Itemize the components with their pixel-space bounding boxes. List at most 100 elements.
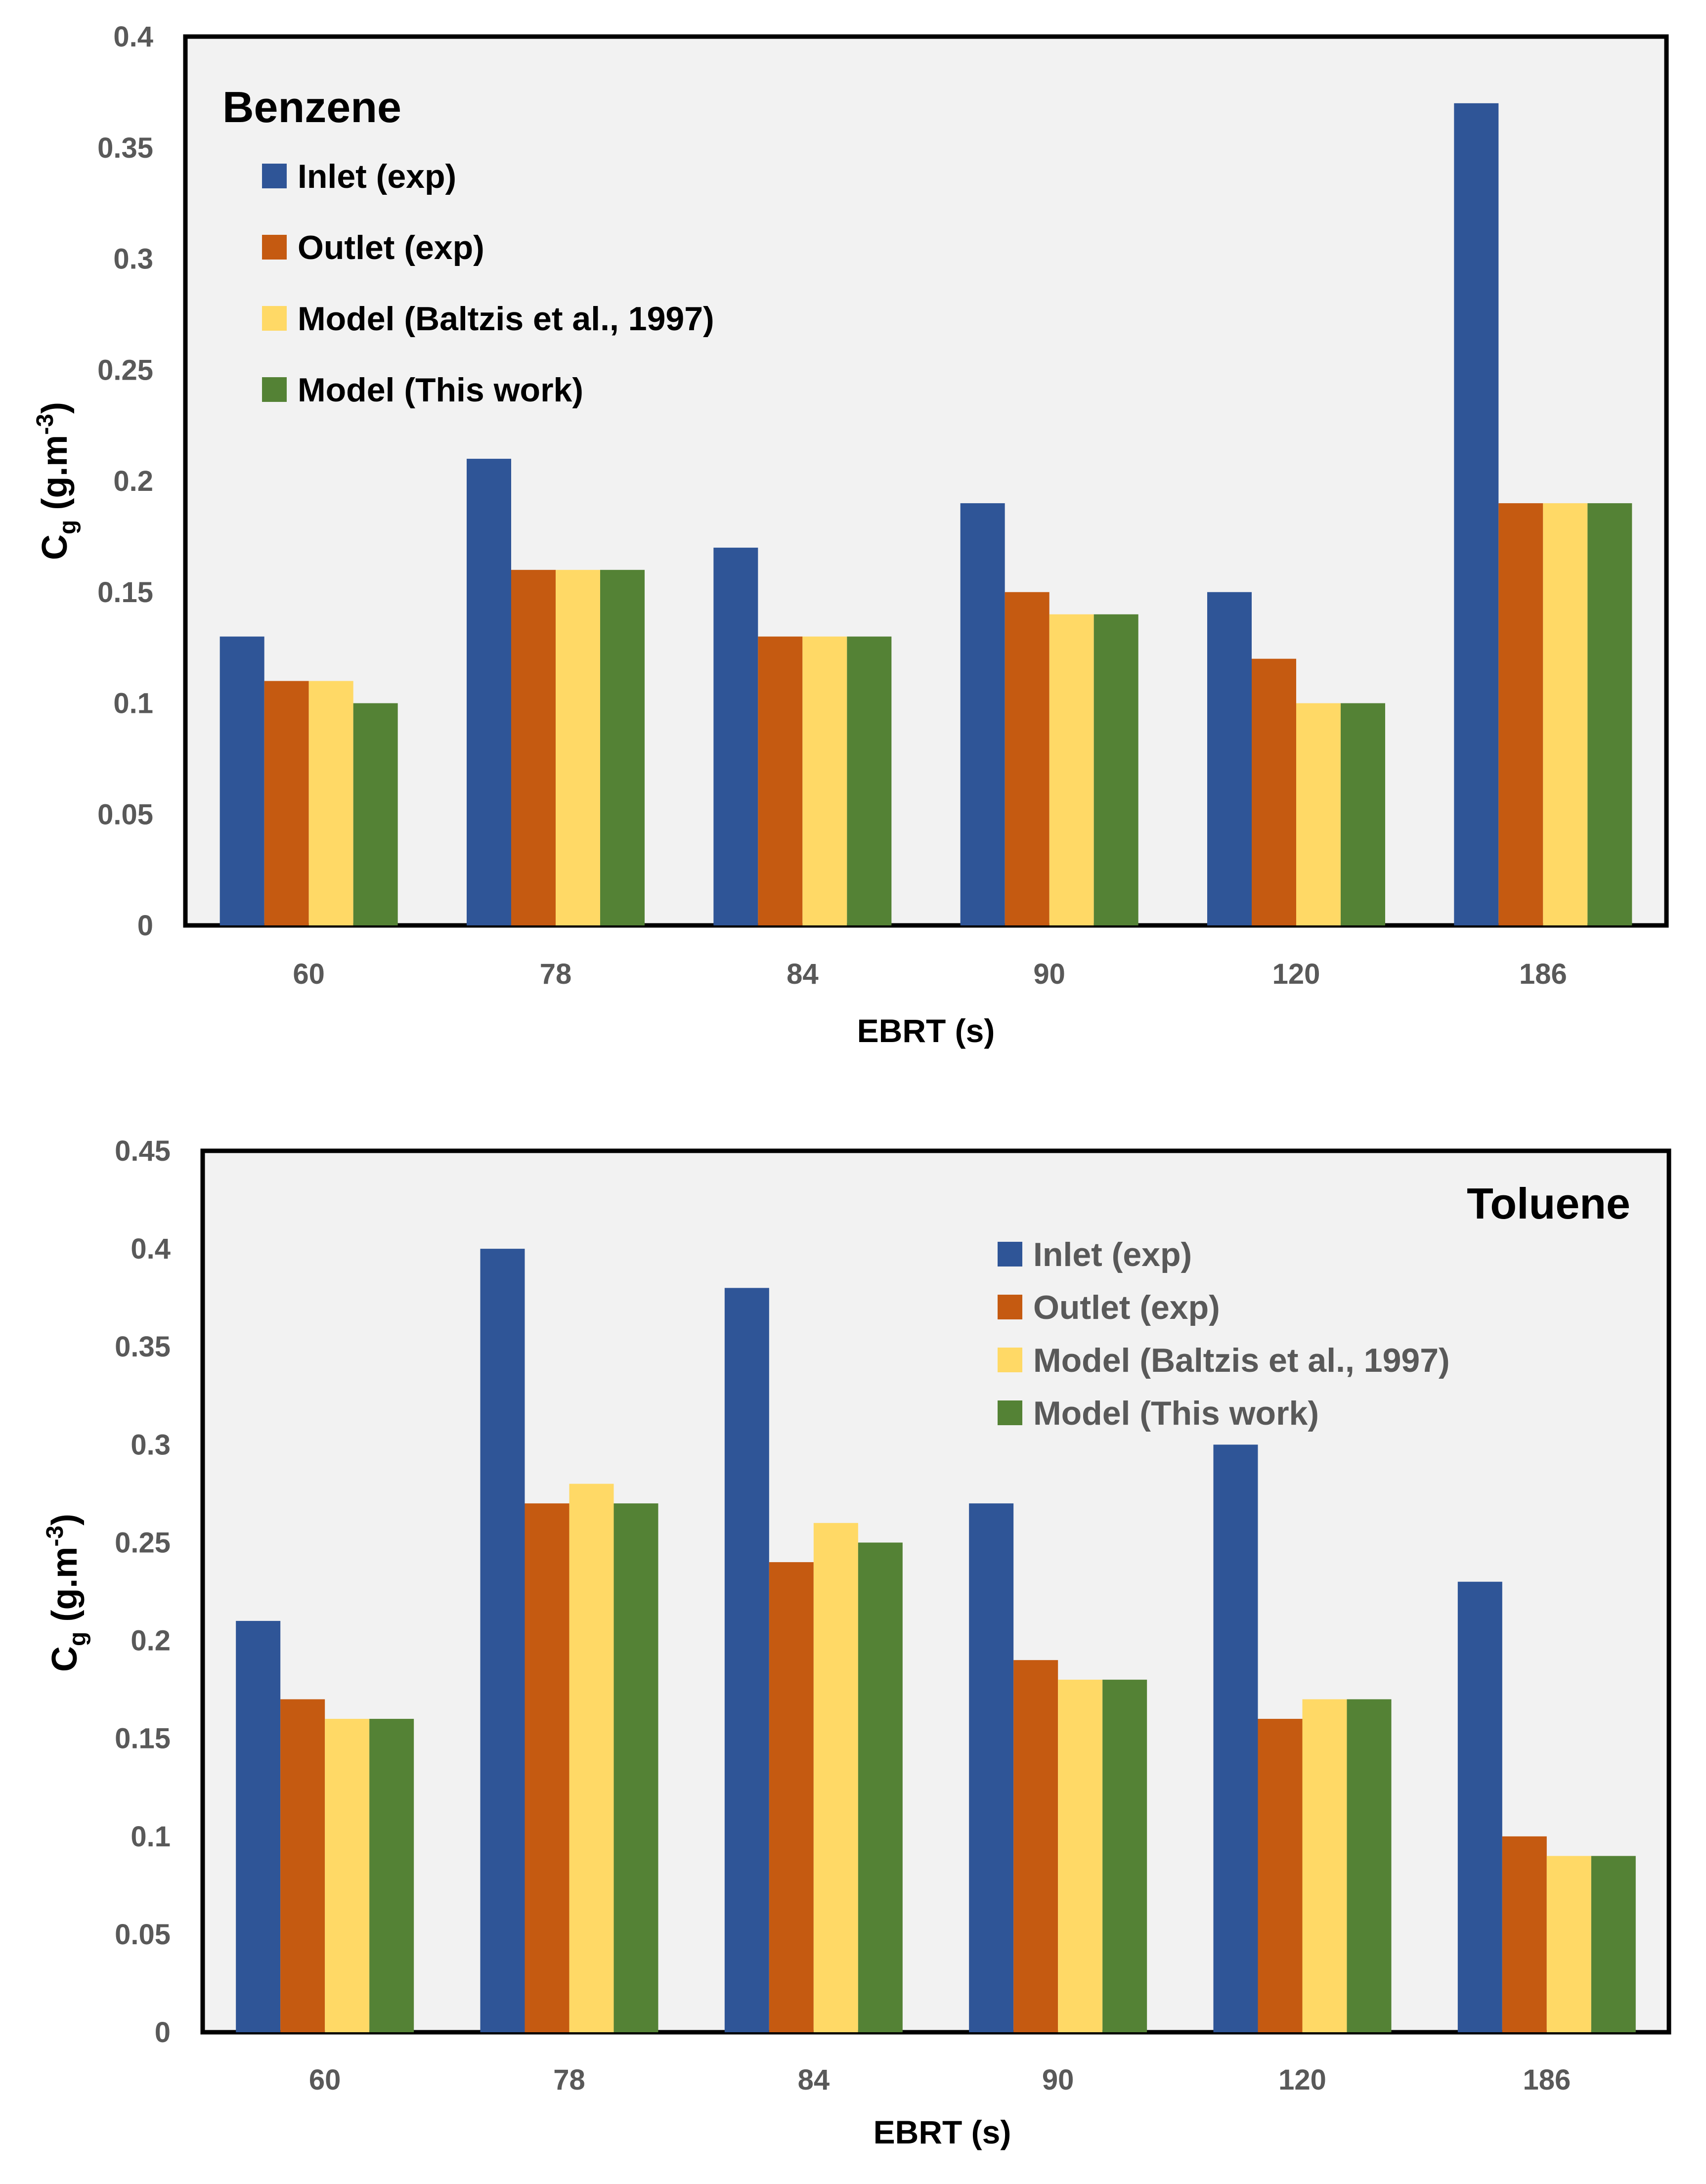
- toluene-y-tick-label: 0.35: [115, 1331, 171, 1363]
- toluene-bar-78-series-1: [480, 1249, 525, 2032]
- toluene-x-ticks: 60 78 84 90 120 186: [309, 2064, 1571, 2096]
- toluene-bar-60-series-3: [325, 1719, 370, 2032]
- toluene-legend-label: Outlet (exp): [1033, 1289, 1220, 1326]
- benzene-x-tick-label: 84: [787, 958, 819, 990]
- benzene-y-axis-title-close: ): [35, 402, 75, 414]
- toluene-legend-swatch: [998, 1242, 1022, 1267]
- benzene-plot-area: [183, 34, 1669, 928]
- benzene-x-tick-label: 120: [1272, 958, 1320, 990]
- toluene-bar-90-series-3: [1058, 1679, 1103, 2032]
- benzene-y-ticks: 0 0.05 0.1 0.15 0.2 0.25 0.3 0.35 0.4: [97, 21, 153, 942]
- benzene-legend: Inlet (exp) Outlet (exp) Model (Baltzis et…: [262, 158, 714, 409]
- toluene-bar-60-series-2: [280, 1699, 325, 2032]
- benzene-y-axis-title-main: C: [35, 534, 75, 560]
- benzene-bar-186-series-1: [1454, 103, 1499, 926]
- toluene-bar-186-series-3: [1546, 1856, 1591, 2032]
- toluene-y-tick-label: 0.2: [131, 1625, 171, 1657]
- benzene-legend-swatch: [262, 306, 287, 331]
- benzene-bar-90-series-1: [960, 503, 1005, 925]
- benzene-bar-60-series-4: [353, 703, 398, 925]
- toluene-legend: Inlet (exp) Outlet (exp) Model (Baltzis et…: [998, 1236, 1450, 1432]
- toluene-y-axis-title-unit: (g.m: [45, 1547, 85, 1622]
- toluene-legend-swatch: [998, 1348, 1022, 1372]
- toluene-x-axis-title: EBRT (s): [874, 2114, 1011, 2150]
- benzene-y-axis-title: Cg (g.m-3): [32, 402, 81, 560]
- toluene-bar-186-series-2: [1502, 1836, 1547, 2032]
- benzene-y-axis-title-gap: [35, 510, 75, 520]
- benzene-y-axis-title-sub: g: [55, 520, 81, 534]
- benzene-x-tick-label: 90: [1033, 958, 1065, 990]
- benzene-bar-84-series-2: [758, 636, 803, 925]
- benzene-x-tick-label: 78: [540, 958, 572, 990]
- benzene-panel: 0 0.05 0.1 0.15 0.2 0.25 0.3 0.35 0.4 60 78 84 90 12…: [32, 21, 1669, 1049]
- benzene-x-tick-label: 186: [1519, 958, 1567, 990]
- benzene-bar-84-series-3: [802, 636, 847, 925]
- toluene-y-axis-title-gap: [45, 1622, 85, 1632]
- toluene-legend-label: Inlet (exp): [1033, 1236, 1192, 1273]
- benzene-y-tick-label: 0.35: [97, 132, 153, 164]
- benzene-y-tick-label: 0.3: [113, 243, 153, 275]
- toluene-chart-title: Toluene: [1467, 1179, 1630, 1228]
- toluene-bar-120-series-3: [1302, 1699, 1347, 2032]
- benzene-bar-186-series-2: [1498, 503, 1543, 925]
- toluene-y-tick-label: 0.4: [131, 1233, 171, 1265]
- toluene-bar-84-series-1: [724, 1288, 769, 2032]
- benzene-bar-90-series-4: [1094, 614, 1138, 925]
- toluene-x-tick-label: 78: [553, 2064, 585, 2096]
- toluene-legend-swatch: [998, 1400, 1022, 1425]
- benzene-bar-60-series-2: [264, 681, 309, 925]
- benzene-y-tick-label: 0.2: [113, 465, 153, 497]
- toluene-y-tick-label: 0.05: [115, 1919, 171, 1951]
- benzene-legend-swatch: [262, 235, 287, 260]
- toluene-y-axis-title: Cg (g.m-3): [42, 1514, 91, 1672]
- toluene-bar-84-series-4: [858, 1542, 903, 2032]
- benzene-legend-swatch: [262, 377, 287, 402]
- toluene-bar-84-series-3: [813, 1523, 858, 2032]
- toluene-bars: [236, 1249, 1636, 2032]
- toluene-y-axis-title-sup: -3: [42, 1526, 68, 1547]
- toluene-bar-120-series-1: [1213, 1444, 1258, 2032]
- benzene-bar-78-series-1: [467, 459, 511, 925]
- toluene-y-axis-title-main: C: [45, 1646, 85, 1672]
- benzene-y-tick-label: 0.25: [97, 354, 153, 386]
- toluene-bar-90-series-1: [969, 1503, 1014, 2032]
- toluene-bar-120-series-4: [1347, 1699, 1392, 2032]
- toluene-bar-120-series-2: [1258, 1719, 1303, 2032]
- toluene-x-tick-label: 90: [1042, 2064, 1074, 2096]
- toluene-bar-78-series-3: [569, 1484, 614, 2032]
- toluene-y-tick-label: 0.25: [115, 1527, 171, 1559]
- toluene-bar-78-series-4: [613, 1503, 658, 2032]
- toluene-panel: 0 0.05 0.1 0.15 0.2 0.25 0.3 0.35 0.4 0.45 60 78 84…: [42, 1135, 1671, 2150]
- benzene-y-tick-label: 0.4: [113, 21, 153, 53]
- benzene-legend-label: Outlet (exp): [298, 229, 484, 266]
- benzene-x-tick-label: 60: [293, 958, 325, 990]
- benzene-bar-84-series-4: [847, 636, 892, 925]
- toluene-y-tick-label: 0.3: [131, 1429, 171, 1461]
- toluene-y-axis-title-close: ): [45, 1514, 85, 1526]
- benzene-legend-label: Model (This work): [298, 371, 583, 409]
- toluene-bar-186-series-1: [1457, 1581, 1502, 2032]
- toluene-legend-label: Model (Baltzis et al., 1997): [1033, 1342, 1450, 1379]
- benzene-bar-90-series-3: [1049, 614, 1094, 925]
- benzene-x-ticks: 60 78 84 90 120 186: [293, 958, 1567, 990]
- benzene-legend-swatch: [262, 164, 287, 188]
- toluene-bar-78-series-2: [525, 1503, 569, 2032]
- benzene-y-tick-label: 0: [137, 910, 153, 942]
- benzene-bar-186-series-3: [1543, 503, 1588, 925]
- toluene-x-tick-label: 120: [1278, 2064, 1326, 2096]
- toluene-legend-swatch: [998, 1295, 1022, 1319]
- toluene-y-tick-label: 0.1: [131, 1821, 171, 1853]
- toluene-x-tick-label: 186: [1523, 2064, 1571, 2096]
- benzene-bar-120-series-1: [1207, 592, 1252, 925]
- toluene-bar-60-series-1: [236, 1620, 281, 2032]
- benzene-y-axis-title-unit: (g.m: [35, 435, 75, 510]
- toluene-bar-60-series-4: [369, 1719, 414, 2032]
- benzene-y-tick-label: 0.1: [113, 688, 153, 720]
- benzene-bar-84-series-1: [713, 547, 758, 925]
- benzene-bar-120-series-3: [1296, 703, 1341, 925]
- toluene-y-ticks: 0 0.05 0.1 0.15 0.2 0.25 0.3 0.35 0.4 0.45: [115, 1135, 171, 2049]
- benzene-bar-120-series-4: [1341, 703, 1385, 925]
- toluene-y-tick-label: 0.15: [115, 1723, 171, 1755]
- benzene-bar-90-series-2: [1005, 592, 1050, 925]
